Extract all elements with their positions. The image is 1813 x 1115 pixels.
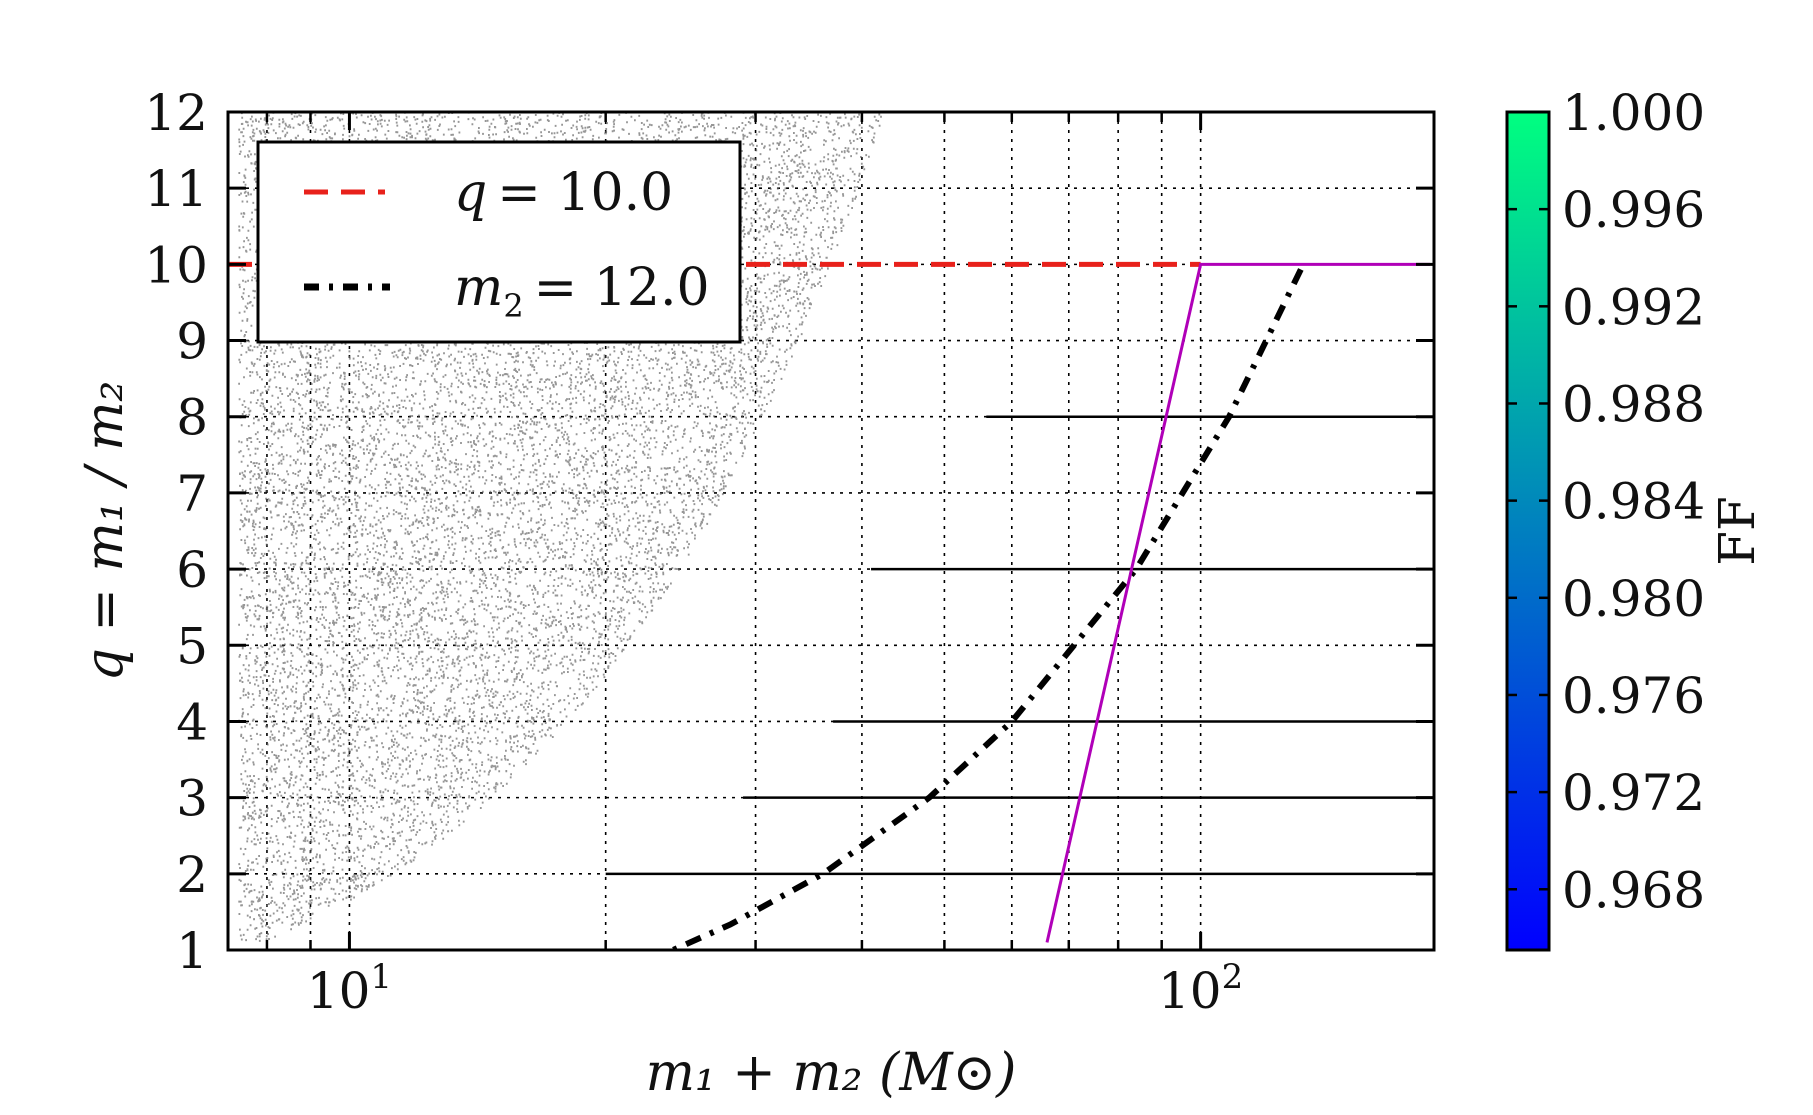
y-tick-label: 4 <box>176 693 208 751</box>
series-line <box>664 263 1306 950</box>
colorbar-tick-label: 0.980 <box>1562 570 1705 628</box>
colorbar-gradient <box>1505 110 1551 952</box>
colorbar-tick-label: 0.988 <box>1562 375 1705 433</box>
legend-m2-subscript: 2 <box>503 287 523 325</box>
x-tick-label: 102 <box>1158 957 1243 1020</box>
colorbar-tick-label: 0.984 <box>1562 473 1705 531</box>
colorbar-tick-label: 0.996 <box>1562 181 1705 239</box>
legend-box <box>256 140 742 344</box>
legend-q-symbol: q <box>454 163 487 223</box>
series-line <box>1045 262 1430 943</box>
y-axis-label: q = m₁ / m₂ <box>75 381 135 682</box>
colorbar-label: FF <box>1708 496 1766 565</box>
y-tick-label: 1 <box>176 922 208 980</box>
legend-m2-value: = 12.0 <box>534 258 710 318</box>
legend-m2-symbol: m <box>454 258 503 318</box>
colorbar-ticks: 1.000 0.996 0.992 0.988 0.984 0.980 0.976 0.972… <box>1507 84 1705 919</box>
colorbar-tick-label: 0.976 <box>1562 667 1705 725</box>
y-tick-label: 9 <box>176 313 208 371</box>
y-tick-label: 2 <box>176 846 208 904</box>
y-tick-label: 12 <box>144 84 208 142</box>
y-tick-label: 7 <box>176 465 208 523</box>
legend-m2-text: m2 = 12.0 <box>454 258 710 325</box>
colorbar-tick-label: 0.992 <box>1562 278 1705 336</box>
legend: q = 10.0 m2 = 12.0 <box>256 140 742 344</box>
legend-q-value: = 10.0 <box>497 163 673 223</box>
x-axis-label: m₁ + m₂ (M⊙) <box>646 1043 1017 1103</box>
x-tick-label: 101 <box>307 957 392 1020</box>
colorbar-tick-label: 1.000 <box>1562 84 1705 142</box>
y-tick-label: 6 <box>176 541 208 599</box>
colorbar: 1.000 0.996 0.992 0.988 0.984 0.980 0.976 0.972… <box>1505 84 1766 952</box>
y-tick-label: 11 <box>144 160 208 218</box>
y-tick-label: 5 <box>176 617 208 675</box>
plot-frame <box>226 110 1436 952</box>
x-ticks: 101 102 <box>265 112 1243 1020</box>
legend-q-text: q = 10.0 <box>454 163 673 223</box>
colorbar-tick-label: 0.972 <box>1562 764 1705 822</box>
y-tick-label: 10 <box>144 236 208 294</box>
y-tick-label: 8 <box>176 389 208 447</box>
y-tick-label: 3 <box>176 770 208 828</box>
colorbar-tick-label: 0.968 <box>1562 861 1705 919</box>
